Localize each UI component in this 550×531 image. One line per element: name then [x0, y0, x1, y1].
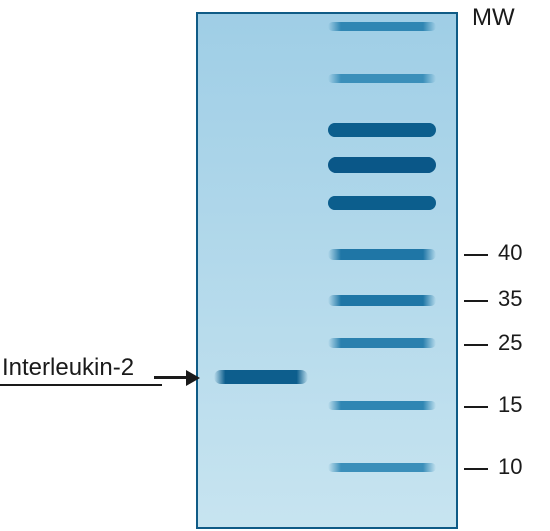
mw-tick-label: 25 — [498, 330, 522, 356]
mw-tick — [464, 300, 488, 302]
mw-tick-label: 15 — [498, 392, 522, 418]
mw-tick-label: 35 — [498, 286, 522, 312]
sample-arrow-line — [154, 376, 188, 379]
marker-band — [328, 123, 436, 137]
marker-band — [328, 463, 436, 472]
mw-tick — [464, 468, 488, 470]
figure-canvas: { "figure": { "type": "gel_electrophores… — [0, 0, 550, 531]
interleukin-2-band — [214, 370, 308, 384]
marker-band — [328, 196, 436, 210]
sample-arrow-head — [186, 370, 200, 386]
sample-label: Interleukin-2 — [2, 354, 134, 382]
mw-tick — [464, 344, 488, 346]
marker-band — [328, 157, 436, 173]
mw-tick-label: 40 — [498, 240, 522, 266]
mw-header: MW — [472, 4, 515, 32]
marker-band — [328, 249, 436, 260]
mw-tick-label: 10 — [498, 454, 522, 480]
mw-tick — [464, 406, 488, 408]
sample-label-underline — [0, 384, 162, 386]
mw-tick — [464, 254, 488, 256]
marker-band — [328, 74, 436, 83]
marker-band — [328, 401, 436, 410]
marker-band — [328, 338, 436, 348]
marker-band — [328, 22, 436, 31]
gel-box — [196, 12, 458, 529]
marker-band — [328, 295, 436, 306]
